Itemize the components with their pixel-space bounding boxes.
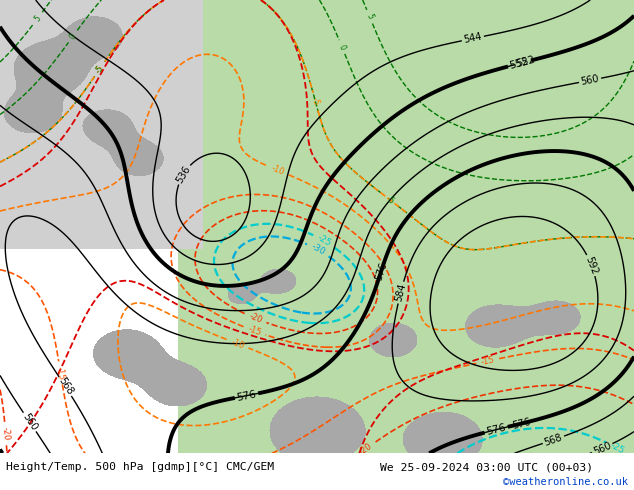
Text: -10: -10: [270, 164, 286, 177]
Text: 536: 536: [174, 164, 193, 185]
Text: -5: -5: [94, 63, 106, 75]
Text: 5: 5: [365, 13, 375, 21]
Text: -15: -15: [55, 366, 66, 380]
Text: 568: 568: [543, 432, 564, 447]
Text: -30: -30: [309, 242, 327, 257]
Text: -10: -10: [230, 337, 245, 350]
Text: -20: -20: [247, 312, 263, 325]
Text: 568: 568: [56, 376, 75, 397]
Text: 552: 552: [508, 56, 531, 71]
Text: 576: 576: [512, 416, 532, 431]
Text: -5: -5: [310, 97, 321, 107]
Text: Height/Temp. 500 hPa [gdmp][°C] CMC/GEM: Height/Temp. 500 hPa [gdmp][°C] CMC/GEM: [6, 462, 275, 472]
Text: -20: -20: [358, 441, 374, 456]
Text: 0: 0: [337, 43, 347, 51]
Text: 544: 544: [463, 32, 483, 45]
Text: -5: -5: [94, 63, 105, 75]
Text: -25: -25: [609, 441, 626, 456]
Text: 560: 560: [592, 440, 612, 457]
Text: We 25-09-2024 03:00 UTC (00+03): We 25-09-2024 03:00 UTC (00+03): [380, 462, 593, 472]
Text: ©weatheronline.co.uk: ©weatheronline.co.uk: [503, 477, 628, 487]
Text: -5: -5: [384, 194, 396, 206]
Text: 584: 584: [394, 282, 408, 303]
Text: 0: 0: [68, 32, 78, 41]
Text: -20: -20: [1, 426, 11, 441]
FancyBboxPatch shape: [178, 0, 634, 453]
Text: 560: 560: [20, 412, 39, 433]
Text: 576: 576: [373, 261, 389, 282]
Text: -15: -15: [247, 324, 262, 338]
Text: 552: 552: [515, 54, 536, 69]
Text: 5: 5: [33, 14, 43, 23]
Text: -15: -15: [480, 355, 495, 367]
Text: 576: 576: [485, 422, 507, 437]
Text: 560: 560: [580, 74, 600, 87]
Text: 592: 592: [583, 255, 599, 276]
Text: 576: 576: [236, 389, 257, 402]
FancyBboxPatch shape: [0, 0, 203, 249]
Text: -25: -25: [316, 233, 333, 248]
